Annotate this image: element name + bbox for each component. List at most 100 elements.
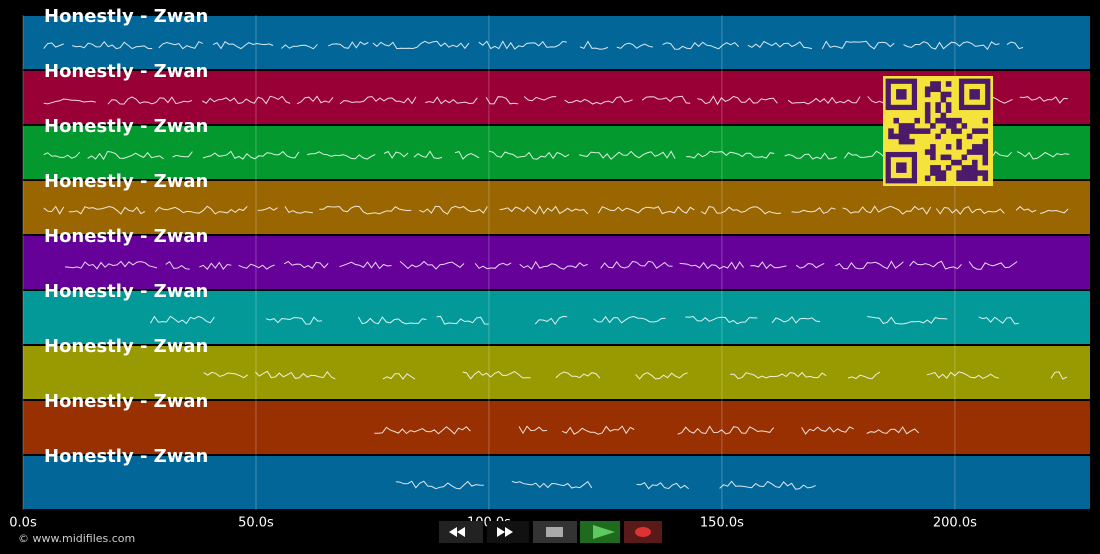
qr-cell: [898, 128, 905, 134]
qr-cell: [935, 170, 941, 176]
qr-cell: [951, 128, 957, 134]
qr-cell: [935, 107, 941, 113]
qr-cell: [924, 86, 931, 93]
qr-cell: [966, 170, 973, 176]
qr-cell: [956, 144, 962, 150]
track-band: [23, 346, 1090, 399]
qr-cell: [909, 128, 915, 134]
qr-cell: [945, 102, 952, 108]
playback-controls: [439, 521, 662, 543]
qr-finder: [885, 78, 918, 111]
track-label: Honestly - Zwan: [44, 391, 208, 412]
qr-cell: [940, 170, 947, 176]
qr-cell: [903, 138, 910, 145]
qr-cell: [898, 123, 905, 129]
qr-cell: [903, 133, 910, 140]
track-band: [23, 236, 1090, 289]
qr-finder: [958, 78, 991, 111]
qr-cell: [951, 159, 957, 166]
qr-cell: [909, 138, 915, 145]
track-label: Honestly - Zwan: [44, 226, 208, 247]
qr-finder: [896, 89, 907, 100]
qr-cell: [982, 128, 989, 134]
qr-cell: [961, 175, 968, 182]
qr-cell: [930, 149, 936, 155]
tick-label: 50.0s: [238, 516, 274, 531]
qr-cell: [972, 144, 978, 150]
qr-cell: [982, 144, 989, 150]
qr-cell: [930, 165, 936, 171]
qr-cell: [982, 154, 989, 161]
qr-cell: [940, 154, 947, 161]
qr-code: [883, 76, 993, 186]
qr-cell: [945, 107, 952, 113]
qr-cell: [924, 112, 931, 119]
qr-cell: [982, 117, 989, 124]
qr-cell: [956, 175, 962, 182]
qr-cell: [977, 170, 983, 176]
qr-finder: [969, 89, 980, 100]
qr-cell: [956, 170, 962, 176]
note-trace: [395, 480, 816, 490]
qr-cell: [966, 149, 973, 155]
qr-cell: [961, 123, 968, 129]
qr-cell: [940, 112, 947, 119]
qr-cell: [924, 117, 931, 124]
track-label: Honestly - Zwan: [44, 6, 208, 27]
forward-icon: [497, 527, 513, 537]
qr-cell: [972, 149, 978, 155]
qr-finder: [885, 151, 918, 184]
qr-cell: [909, 123, 915, 129]
qr-cell: [940, 128, 947, 134]
qr-cell: [982, 138, 989, 145]
qr-cell: [930, 86, 936, 93]
qr-cell: [956, 138, 962, 145]
qr-cell: [982, 159, 989, 166]
note-trace: [374, 425, 920, 435]
tick-label: 150.0s: [700, 516, 744, 531]
qr-cell: [972, 165, 978, 171]
qr-cell: [956, 159, 962, 166]
qr-cell: [972, 170, 978, 176]
qr-cell: [972, 175, 978, 182]
track-label: Honestly - Zwan: [44, 281, 208, 302]
qr-cell: [924, 175, 931, 182]
qr-cell: [945, 81, 952, 87]
qr-cell: [966, 165, 973, 171]
qr-cell: [935, 175, 941, 182]
qr-cell: [893, 133, 900, 140]
qr-cell: [893, 117, 900, 124]
qr-cell: [898, 138, 905, 145]
qr-cell: [935, 165, 941, 171]
track-label: Honestly - Zwan: [44, 446, 208, 467]
note-trace: [43, 40, 1024, 51]
qr-cell: [972, 159, 978, 166]
note-trace: [43, 205, 1069, 215]
qr-cell: [945, 154, 952, 161]
track-label: Honestly - Zwan: [44, 171, 208, 192]
copyright: © www.midifiles.com: [18, 532, 135, 545]
qr-cell: [930, 144, 936, 150]
qr-cell: [982, 170, 989, 176]
qr-cell: [945, 123, 952, 129]
qr-cell: [956, 117, 962, 124]
qr-cell: [888, 133, 894, 140]
qr-cell: [888, 128, 894, 134]
qr-cell: [940, 96, 947, 103]
qr-cell: [930, 81, 936, 87]
qr-cell: [961, 165, 968, 171]
tick-label: 0.0s: [9, 516, 37, 531]
qr-cell: [924, 107, 931, 113]
qr-cell: [935, 117, 941, 124]
qr-cell: [914, 128, 920, 134]
qr-cell: [945, 165, 952, 171]
qr-cell: [914, 117, 920, 124]
play-icon: [593, 525, 615, 539]
qr-cell: [961, 170, 968, 176]
qr-cell: [940, 91, 947, 98]
qr-cell: [919, 128, 926, 134]
qr-cell: [935, 133, 941, 140]
tick-label: 200.0s: [933, 516, 977, 531]
qr-cell: [977, 149, 983, 155]
